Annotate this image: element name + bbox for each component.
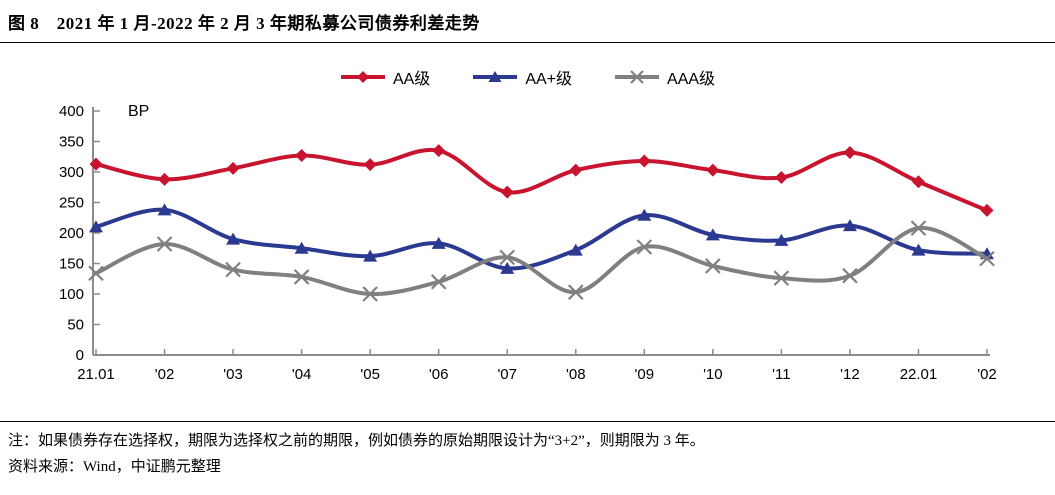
series-AA+级-marker — [294, 241, 309, 254]
y-tick-label: 100 — [59, 286, 84, 303]
series-AA+级-marker — [705, 228, 720, 241]
legend-label: AA级 — [392, 71, 431, 88]
y-tick-label: 150 — [59, 256, 84, 273]
series-AA级-marker — [637, 154, 651, 168]
series-AA+级-marker — [774, 233, 789, 246]
y-tick-label: 300 — [59, 164, 84, 181]
series-AAA级-marker — [773, 270, 790, 286]
series-AAA级-marker — [842, 267, 858, 284]
series-AA+级-marker — [842, 219, 857, 232]
notes-divider — [0, 421, 1055, 422]
x-legend-icon — [615, 70, 660, 84]
series-AA级-marker — [500, 185, 514, 199]
x-tick-label: 22.01 — [900, 366, 938, 383]
series-AAA级-marker — [156, 236, 173, 252]
legend-item-AA级: AA级 — [340, 65, 430, 89]
y-tick-label: 0 — [76, 347, 84, 364]
series-AA级-marker — [363, 158, 377, 172]
x-tick-label: '12 — [840, 366, 860, 383]
series-line-AA+级 — [94, 207, 989, 271]
series-AA级-marker — [706, 163, 720, 177]
series-AA+级-marker — [500, 261, 515, 274]
y-tick-label: 350 — [59, 134, 84, 151]
series-AAA级-marker — [499, 249, 516, 266]
legend-label: AAA级 — [667, 71, 716, 88]
triangle-legend-icon — [473, 71, 518, 82]
chart-area: 0 50 100 150 200 250 300 350 400 BP 21.01 '02 '03 '04… — [0, 91, 1055, 413]
x-tick-label: '04 — [292, 366, 312, 383]
series-AAA级-marker — [567, 284, 584, 300]
chart-notes: 注：如果债券存在选择权，期限为选择权之前的期限，例如债券的原始期限设计为“3+2… — [0, 422, 1055, 480]
series-AA+级-marker — [637, 208, 652, 221]
series-AA+级-marker — [911, 243, 926, 256]
legend-item-AAA级: AAA级 — [614, 65, 715, 89]
series-AA级-marker — [158, 172, 172, 186]
figure-title: 图 8 2021 年 1 月-2022 年 2 月 3 年期私募公司债券利差走势 — [8, 14, 480, 33]
diamond-legend-icon — [340, 71, 385, 83]
series-AAA级-marker — [362, 286, 378, 302]
x-tick-label: '11 — [772, 366, 790, 383]
series-AAA级-marker — [88, 265, 104, 282]
series-AA+级-marker — [157, 203, 172, 216]
x-tick-label: 21.01 — [77, 366, 115, 383]
series-line-AAA级 — [94, 226, 989, 297]
x-tick-label: '05 — [360, 366, 380, 383]
legend-label: AA+级 — [525, 71, 573, 88]
series-AAA级-marker — [979, 250, 995, 267]
series-AA+级-marker — [431, 236, 446, 249]
series-AA级-marker — [295, 149, 309, 163]
x-tick-label: '10 — [703, 366, 723, 383]
y-tick-label: 50 — [67, 317, 84, 334]
series-line-AA级 — [94, 147, 989, 213]
series-AA级-marker — [569, 163, 583, 177]
x-tick-label: '08 — [566, 366, 586, 383]
series-AAA级-marker — [636, 239, 653, 255]
chart-legend: AA级 AA+级 AAA级 — [0, 65, 1055, 89]
series-AA级-marker — [89, 157, 103, 171]
series-AA级-marker — [980, 203, 994, 217]
spread-line-chart: 0 50 100 150 200 250 300 350 400 BP 21.01 '02 '03 '04… — [59, 103, 997, 383]
title-divider — [0, 42, 1055, 43]
x-tick-label: '02 — [977, 366, 997, 383]
series-AA+级-marker — [363, 249, 378, 262]
legend-item-AA+级: AA+级 — [472, 65, 572, 89]
x-tick-label: '06 — [429, 366, 449, 383]
series-AA+级-marker — [226, 232, 241, 245]
series-AA级-marker — [226, 161, 240, 175]
series-AAA级-marker — [705, 258, 721, 274]
series-AA级-marker — [911, 175, 925, 189]
x-tick-label: '02 — [155, 366, 175, 383]
series-AAA级-marker — [293, 269, 310, 285]
series-AA级-marker — [774, 170, 788, 184]
series-AA级-marker — [843, 145, 857, 159]
series-AAA级-marker — [225, 261, 241, 278]
series-AAA级-marker — [430, 274, 447, 290]
x-tick-label: '07 — [497, 366, 517, 383]
y-axis-unit-label: BP — [128, 103, 149, 120]
y-tick-label: 400 — [59, 103, 84, 120]
y-tick-label: 200 — [59, 225, 84, 242]
x-tick-label: '03 — [223, 366, 243, 383]
y-tick-label: 250 — [59, 195, 84, 212]
source-text: 资料来源：Wind，中证鹏元整理 — [8, 459, 221, 475]
series-AA+级-marker — [89, 220, 103, 233]
x-tick-label: '09 — [635, 366, 655, 383]
series-AA级-marker — [432, 144, 446, 158]
note-text: 注：如果债券存在选择权，期限为选择权之前的期限，例如债券的原始期限设计为“3+2… — [8, 433, 705, 449]
series-AAA级-marker — [910, 220, 927, 236]
series-AA+级-marker — [568, 243, 583, 256]
